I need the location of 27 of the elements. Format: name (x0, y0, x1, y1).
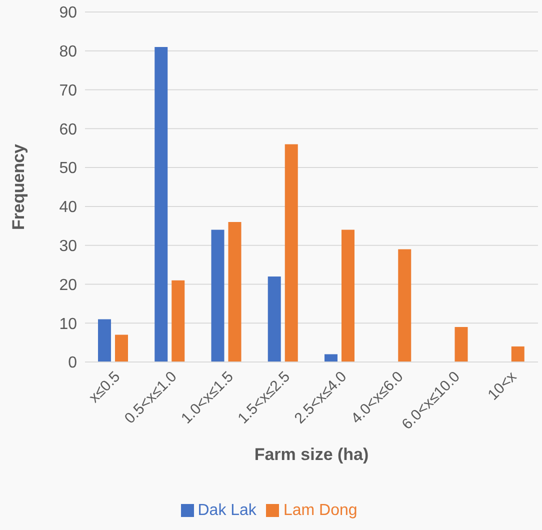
bar (284, 144, 298, 362)
y-tick-label: 30 (59, 238, 78, 256)
y-tick-label: 40 (59, 199, 78, 216)
legend-label: Lam Dong (283, 502, 358, 519)
y-tick-label: 60 (59, 121, 78, 138)
bar (324, 354, 338, 362)
y-tick-label: 10 (59, 316, 78, 333)
bar (268, 276, 281, 362)
bar (211, 230, 224, 362)
y-tick-label: 50 (59, 160, 78, 178)
y-tick-label: 0 (68, 354, 78, 372)
bar (342, 230, 354, 362)
y-axis-title: Frequency (9, 143, 28, 230)
bar (398, 249, 412, 362)
y-tick-label: 20 (59, 276, 78, 294)
legend-label: Dak Lak (198, 502, 256, 519)
bar (511, 346, 524, 362)
bar (98, 319, 111, 362)
bar (115, 334, 128, 362)
bar (172, 280, 185, 362)
bar (228, 222, 242, 362)
bar (154, 47, 168, 362)
x-axis-title: Farm size (ha) (254, 445, 369, 464)
y-tick-label: 70 (59, 82, 78, 100)
y-tick-label: 80 (59, 44, 78, 61)
bar (454, 327, 468, 362)
y-tick-label: 90 (59, 4, 78, 22)
